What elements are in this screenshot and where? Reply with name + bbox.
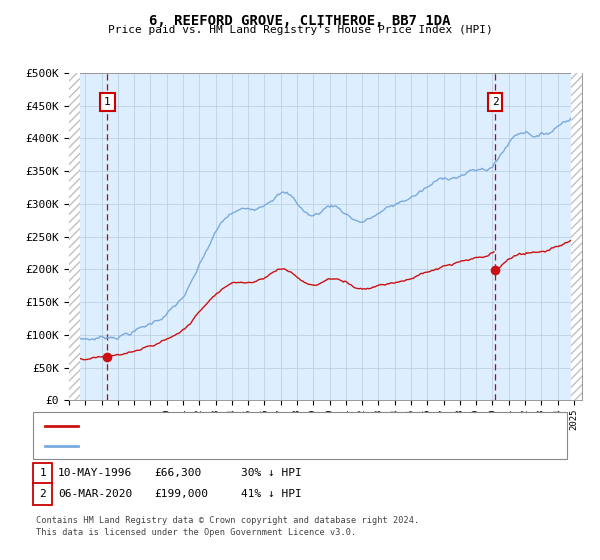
Text: £66,300: £66,300 [154, 468, 202, 478]
Bar [69, 73, 80, 400]
Bar [571, 73, 587, 400]
Text: 2: 2 [492, 97, 499, 108]
Text: 6, REEFORD GROVE, CLITHEROE, BB7 1DA: 6, REEFORD GROVE, CLITHEROE, BB7 1DA [149, 14, 451, 28]
Text: 6, REEFORD GROVE, CLITHEROE, BB7 1DA (detached house): 6, REEFORD GROVE, CLITHEROE, BB7 1DA (de… [84, 421, 415, 431]
Text: 2: 2 [39, 489, 46, 499]
Text: 1: 1 [104, 97, 111, 108]
Text: 41% ↓ HPI: 41% ↓ HPI [241, 489, 302, 499]
Text: HPI: Average price, detached house, Ribble Valley: HPI: Average price, detached house, Ribb… [84, 441, 390, 451]
Text: This data is licensed under the Open Government Licence v3.0.: This data is licensed under the Open Gov… [36, 528, 356, 537]
Text: 30% ↓ HPI: 30% ↓ HPI [241, 468, 302, 478]
Text: Contains HM Land Registry data © Crown copyright and database right 2024.: Contains HM Land Registry data © Crown c… [36, 516, 419, 525]
Text: £199,000: £199,000 [154, 489, 208, 499]
Text: 06-MAR-2020: 06-MAR-2020 [58, 489, 133, 499]
Text: Price paid vs. HM Land Registry's House Price Index (HPI): Price paid vs. HM Land Registry's House … [107, 25, 493, 35]
Text: 10-MAY-1996: 10-MAY-1996 [58, 468, 133, 478]
Text: 1: 1 [39, 468, 46, 478]
